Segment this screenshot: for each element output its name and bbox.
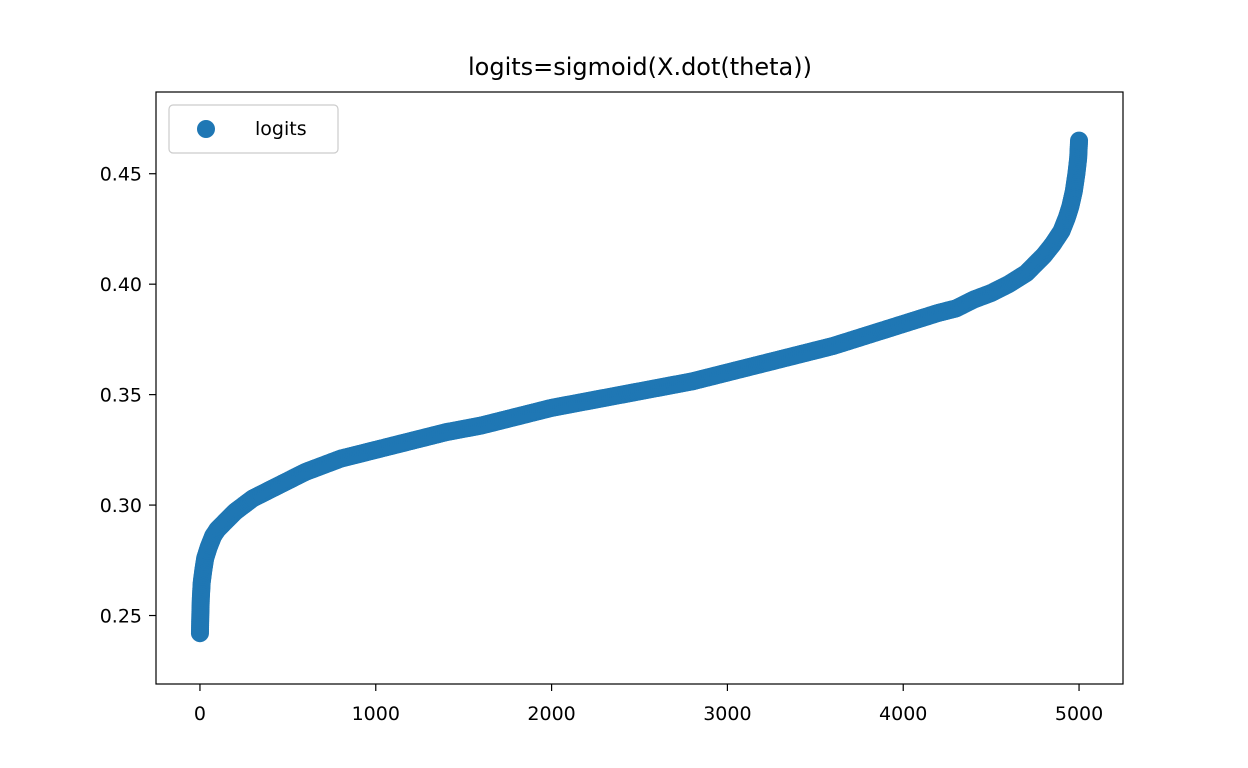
- data-point: [1070, 131, 1089, 150]
- legend-marker: [197, 120, 215, 138]
- x-tick-label: 0: [194, 703, 206, 725]
- chart-title: logits=sigmoid(X.dot(theta)): [468, 53, 812, 81]
- x-tick-label: 3000: [703, 703, 751, 725]
- y-tick-label: 0.35: [100, 385, 142, 407]
- x-tick-label: 5000: [1055, 703, 1103, 725]
- y-tick-label: 0.45: [100, 164, 142, 186]
- x-tick-label: 1000: [352, 703, 400, 725]
- data-layer: [190, 131, 1089, 643]
- x-tick-label: 4000: [879, 703, 927, 725]
- y-tick-label: 0.40: [100, 274, 142, 296]
- ticks-layer: 0 1000 2000 3000 4000 5000 0.25 0.30 0.35 0.40 0.4…: [100, 164, 1104, 725]
- legend-box: [168, 104, 339, 154]
- legend-label: logits: [255, 118, 307, 140]
- y-tick-label: 0.30: [100, 495, 142, 517]
- legend: logits: [168, 104, 339, 154]
- plot-frame: [155, 91, 1124, 685]
- y-tick-label: 0.25: [100, 606, 142, 628]
- x-tick-label: 2000: [527, 703, 575, 725]
